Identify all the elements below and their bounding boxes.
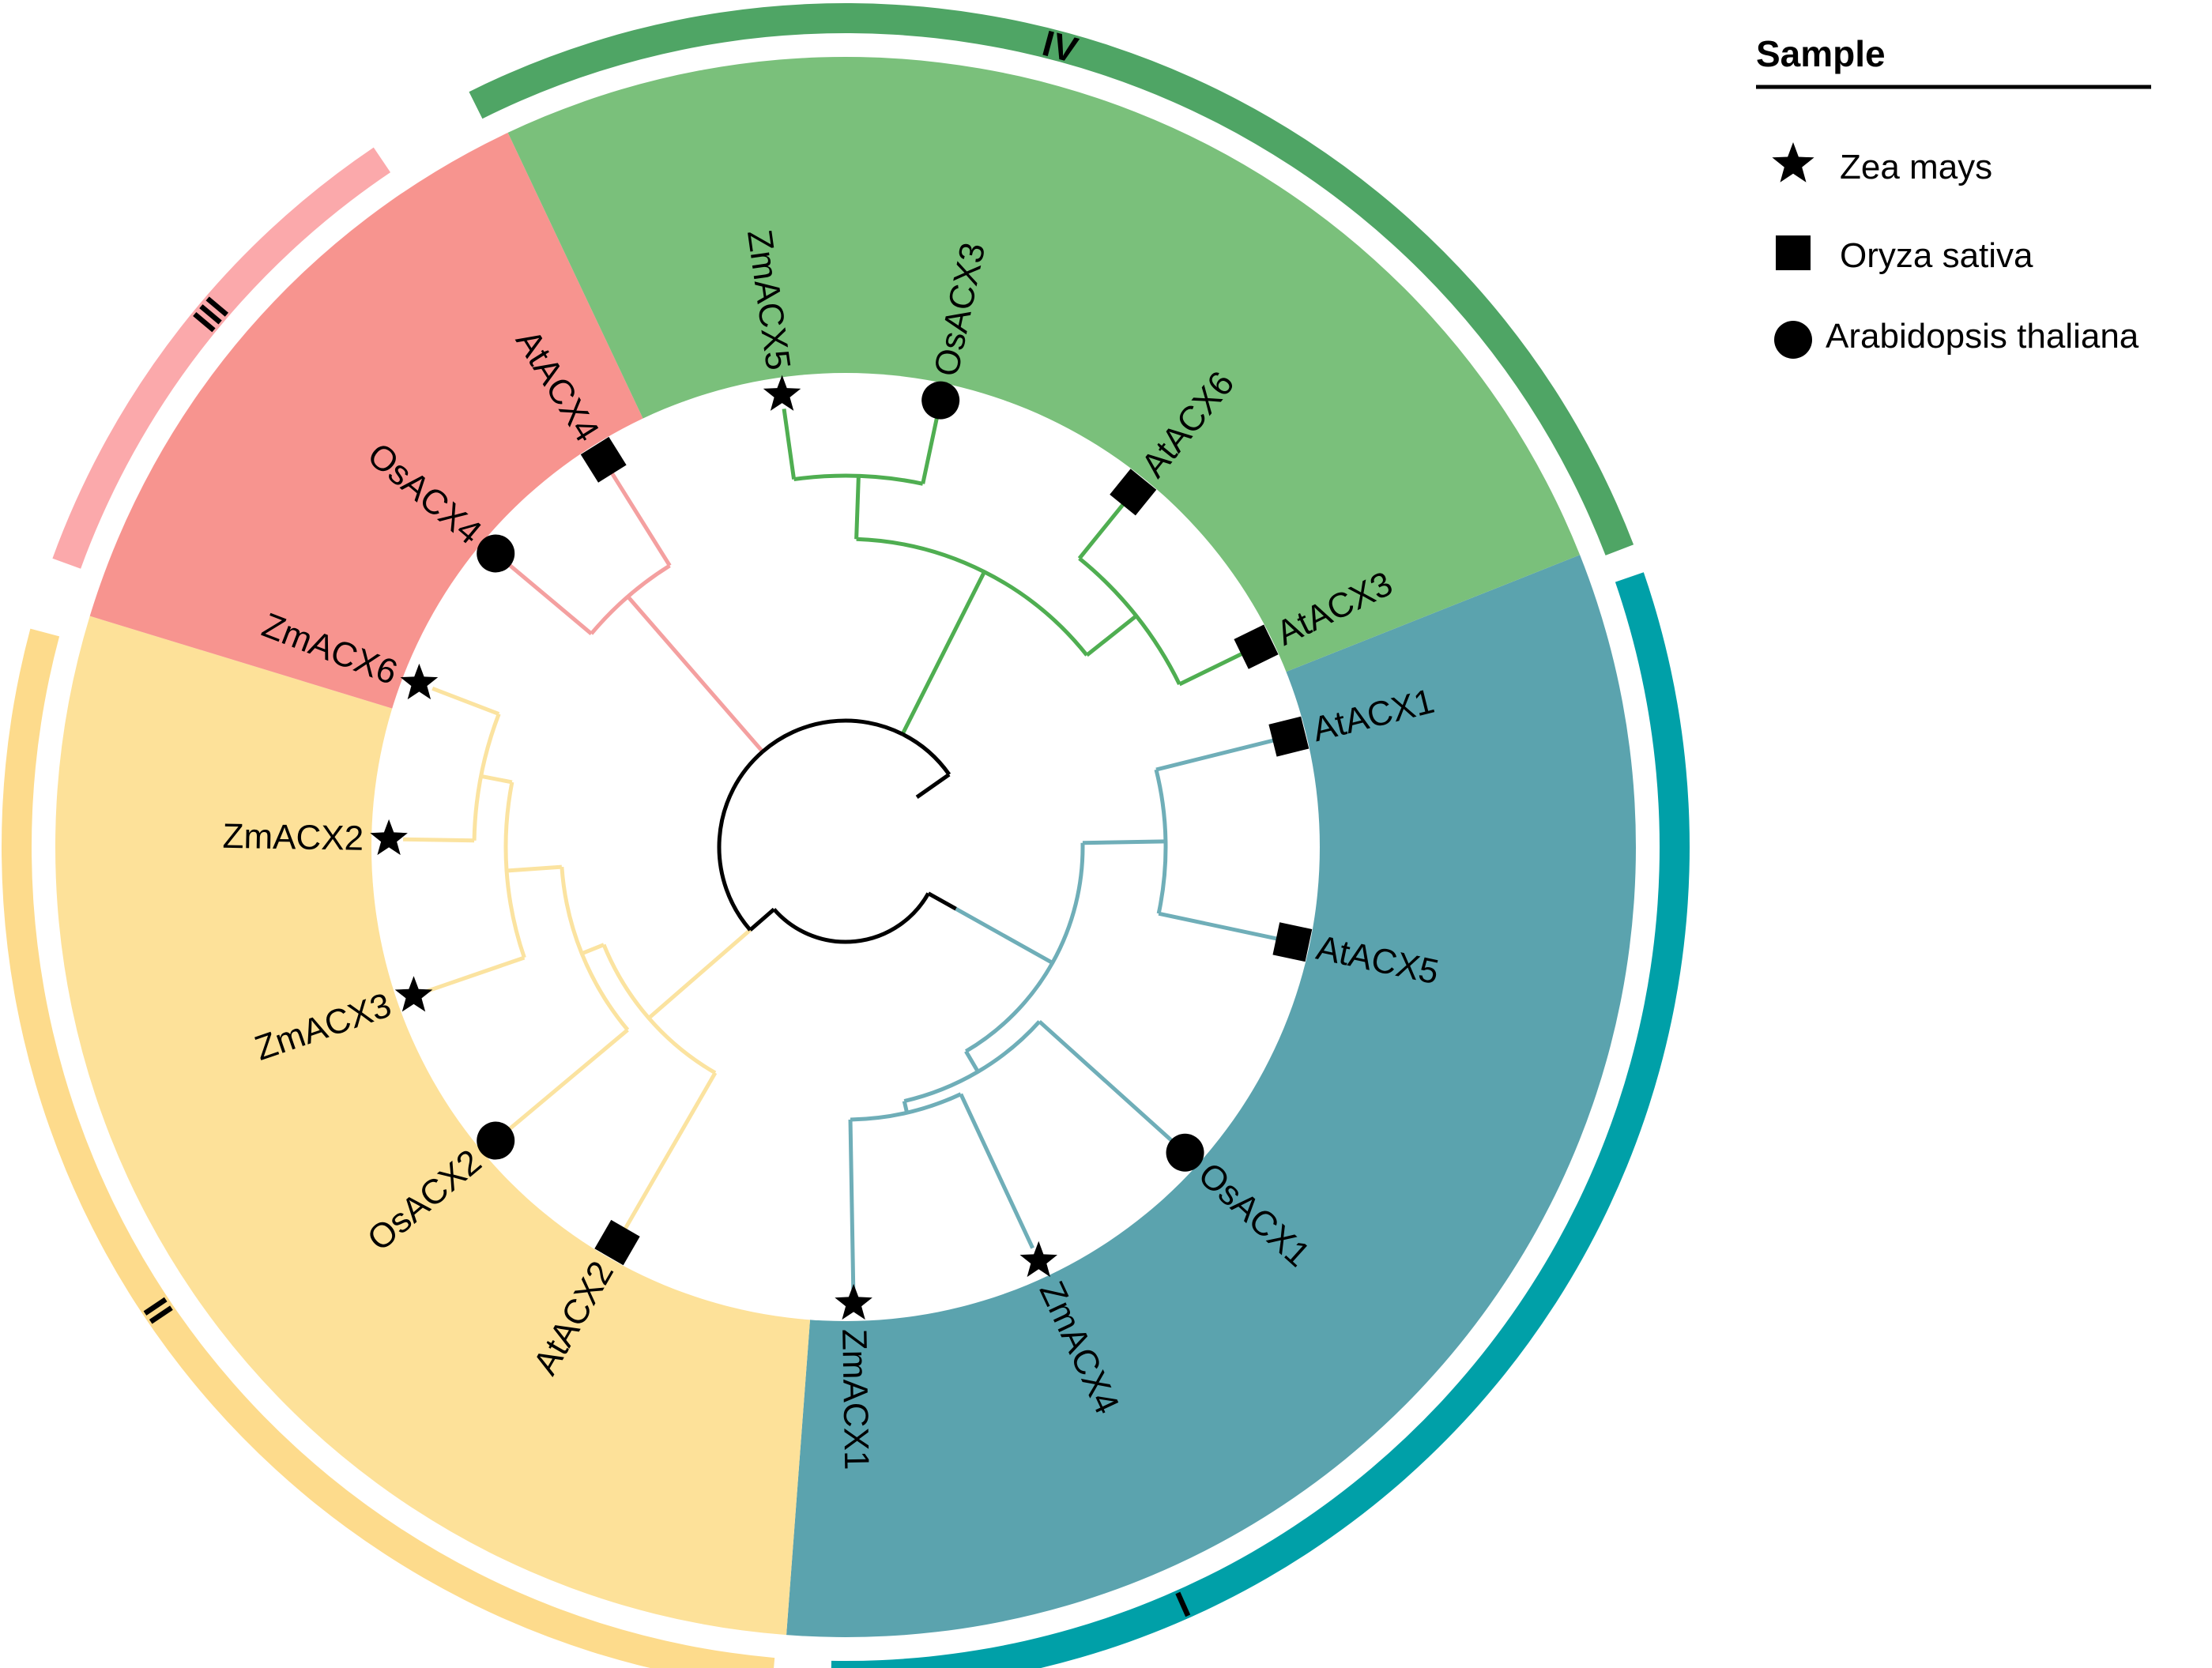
legend-label-arabidopsis-thaliana: Arabidopsis thaliana xyxy=(1826,317,2139,356)
branch-radial xyxy=(1082,839,1166,845)
circle-icon xyxy=(477,1121,515,1160)
square-icon xyxy=(1234,624,1279,669)
branch-radial xyxy=(955,906,1053,965)
circle-icon xyxy=(1774,321,1812,359)
square-icon xyxy=(1110,469,1157,516)
branch-radial xyxy=(1077,502,1126,560)
branch-radial xyxy=(1178,651,1245,687)
branch-radial xyxy=(647,928,752,1020)
branch-radial xyxy=(915,773,951,799)
branch-radial xyxy=(505,561,593,635)
branch-radial xyxy=(403,837,475,843)
branch-radial xyxy=(426,955,526,993)
branch-radial xyxy=(848,1119,856,1290)
star-icon xyxy=(1772,142,1814,183)
branch-arc xyxy=(590,563,671,635)
branch-radial xyxy=(921,413,940,484)
branch-radial xyxy=(900,570,986,736)
branch-radial xyxy=(1158,911,1279,941)
star-icon xyxy=(394,976,433,1012)
branch-radial xyxy=(609,470,672,567)
branch-arc xyxy=(772,892,930,944)
branch-radial xyxy=(505,1028,629,1133)
branch-arc xyxy=(717,750,764,932)
square-icon xyxy=(1272,922,1313,962)
branch-radial xyxy=(1038,1019,1176,1145)
square-icon xyxy=(1776,235,1811,270)
legend-label-oryza-sativa: Oryza sativa xyxy=(1840,236,2033,275)
legend-title: Sample xyxy=(1756,33,1886,74)
square-icon xyxy=(580,436,627,483)
clade-ring-iv xyxy=(469,2,1634,555)
legend: Sample Zea mays Oryza sativa Arabidopsis… xyxy=(1756,33,2151,359)
tree-branches xyxy=(403,409,1279,1290)
branch-radial xyxy=(506,864,563,873)
leaf-label-zmacx2: ZmACX2 xyxy=(222,817,364,858)
square-icon xyxy=(1268,716,1309,757)
clade-ring-iii xyxy=(52,147,391,569)
clade-sector-ii xyxy=(55,616,823,1636)
branch-radial xyxy=(782,409,797,480)
branch-radial xyxy=(902,1100,910,1113)
branch-radial xyxy=(622,1071,718,1232)
branch-radial xyxy=(1155,738,1276,772)
legend-label-zea-mays: Zea mays xyxy=(1840,148,1992,186)
clade-ring-i xyxy=(831,572,1690,1668)
branch-radial xyxy=(748,907,776,932)
branch-radial xyxy=(581,943,605,956)
leaf-label-zmacx1: ZmACX1 xyxy=(835,1328,876,1470)
branch-radial xyxy=(1085,614,1138,657)
inner-disc xyxy=(371,373,1320,1321)
branch-arc xyxy=(901,732,951,776)
branch-radial xyxy=(854,476,861,540)
circle-icon xyxy=(1166,1133,1204,1172)
star-icon xyxy=(400,663,439,700)
branch-arc xyxy=(761,718,904,754)
branch-radial xyxy=(480,774,513,785)
branch-radial xyxy=(626,595,764,753)
branch-radial xyxy=(959,1093,1034,1249)
clade-sector-iv xyxy=(507,57,1581,733)
square-icon xyxy=(594,1219,640,1266)
star-icon xyxy=(835,1283,872,1320)
clade-sectors xyxy=(55,57,1637,1637)
branch-radial xyxy=(431,686,500,716)
branch-arc xyxy=(850,1092,962,1122)
branch-radial xyxy=(927,891,957,911)
branch-radial xyxy=(964,1050,980,1073)
star-icon xyxy=(1019,1241,1057,1278)
circle-icon xyxy=(921,381,960,420)
circle-icon xyxy=(477,534,515,573)
star-icon xyxy=(370,819,408,856)
star-icon xyxy=(763,375,801,411)
